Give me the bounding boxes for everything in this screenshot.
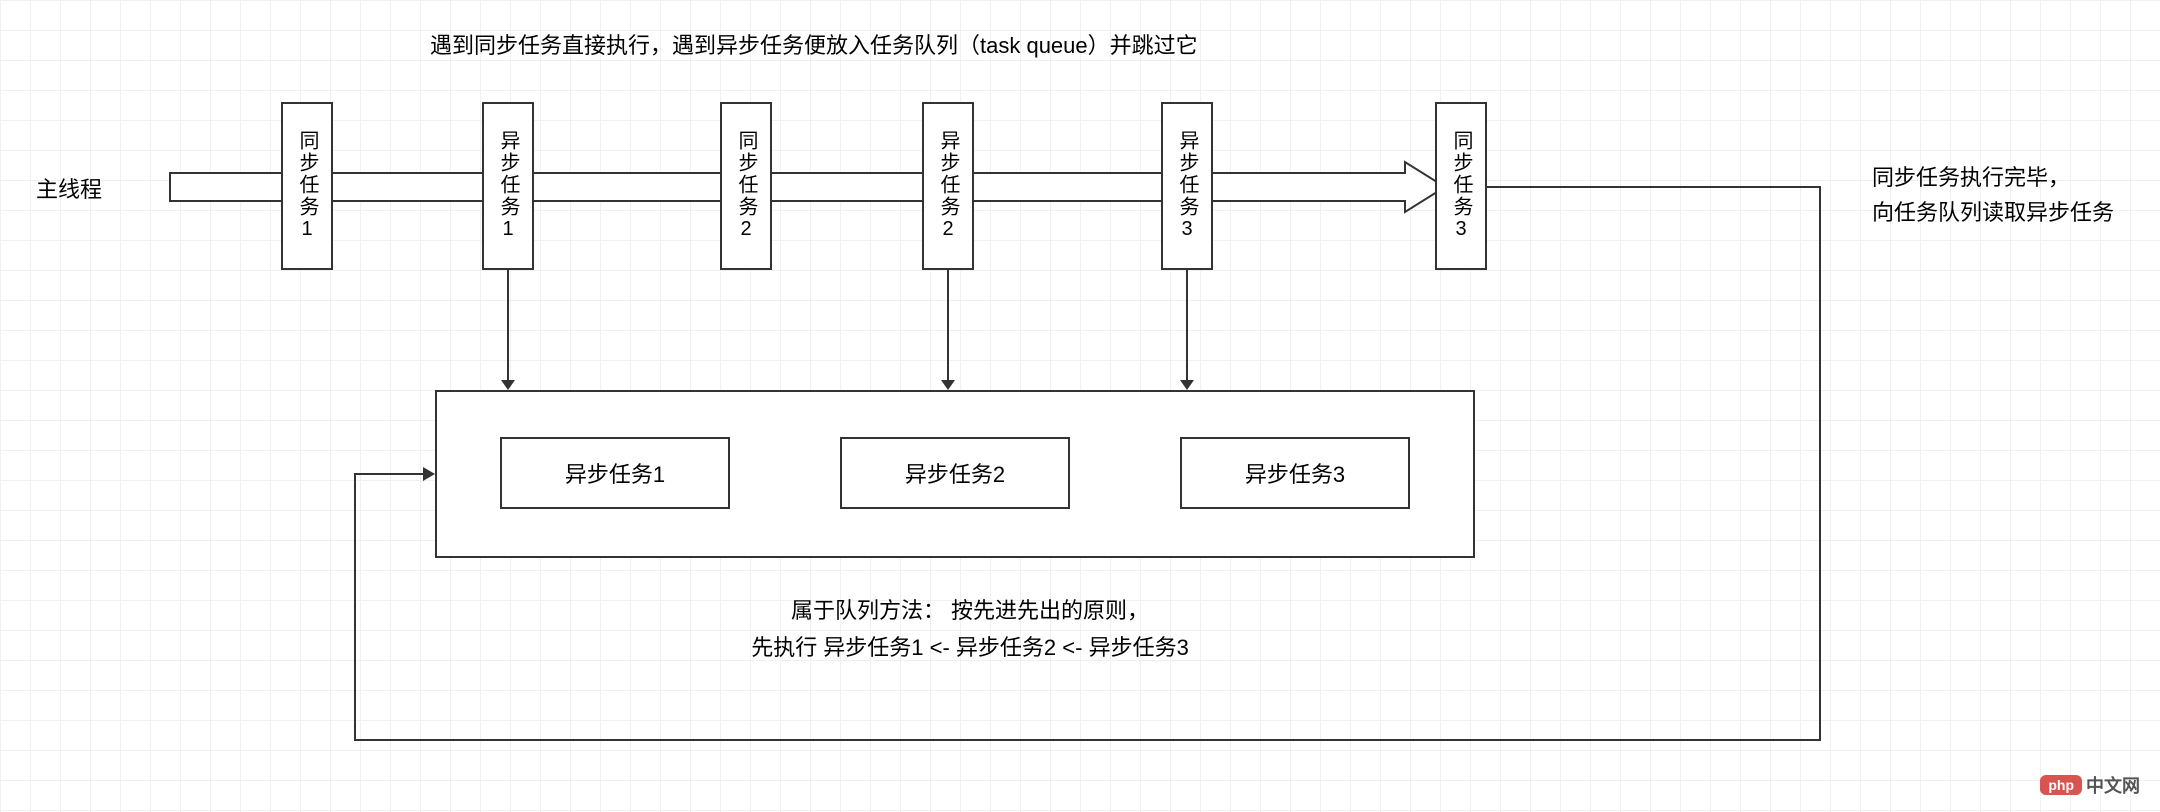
- task-label: 同步任务1: [295, 130, 319, 242]
- queue-item: 异步任务2: [840, 437, 1070, 509]
- task-box: 异步任务3: [1161, 102, 1213, 270]
- right-caption-line2: 向任务队列读取异步任务: [1872, 200, 2114, 225]
- task-label: 异步任务2: [936, 130, 960, 242]
- queue-item-label: 异步任务3: [1245, 457, 1345, 489]
- task-box: 异步任务2: [922, 102, 974, 270]
- task-box: 同步任务2: [720, 102, 772, 270]
- right-caption: 同步任务执行完毕， 向任务队列读取异步任务: [1872, 160, 2152, 230]
- queue-item: 异步任务3: [1180, 437, 1410, 509]
- task-label: 异步任务1: [496, 130, 520, 242]
- main-thread-label: 主线程: [36, 172, 102, 204]
- queue-item-label: 异步任务2: [905, 457, 1005, 489]
- watermark: php 中文网: [2040, 772, 2140, 798]
- task-label: 异步任务3: [1175, 130, 1199, 242]
- watermark-text: 中文网: [2086, 772, 2140, 798]
- task-box: 异步任务1: [482, 102, 534, 270]
- task-box: 同步任务1: [281, 102, 333, 270]
- task-label: 同步任务2: [734, 130, 758, 242]
- bottom-caption-line2: 先执行 异步任务1 <- 异步任务2 <- 异步任务3: [751, 635, 1189, 660]
- bottom-caption: 属于队列方法： 按先进先出的原则， 先执行 异步任务1 <- 异步任务2 <- …: [600, 592, 1340, 667]
- top-caption: 遇到同步任务直接执行，遇到异步任务便放入任务队列（task queue）并跳过它: [430, 28, 1250, 60]
- watermark-badge: php: [2040, 775, 2082, 795]
- bottom-caption-line1: 属于队列方法： 按先进先出的原则，: [791, 598, 1149, 623]
- task-box: 同步任务3: [1435, 102, 1487, 270]
- task-label: 同步任务3: [1449, 130, 1473, 242]
- queue-item-label: 异步任务1: [565, 457, 665, 489]
- queue-item: 异步任务1: [500, 437, 730, 509]
- right-caption-line1: 同步任务执行完毕，: [1872, 165, 2070, 190]
